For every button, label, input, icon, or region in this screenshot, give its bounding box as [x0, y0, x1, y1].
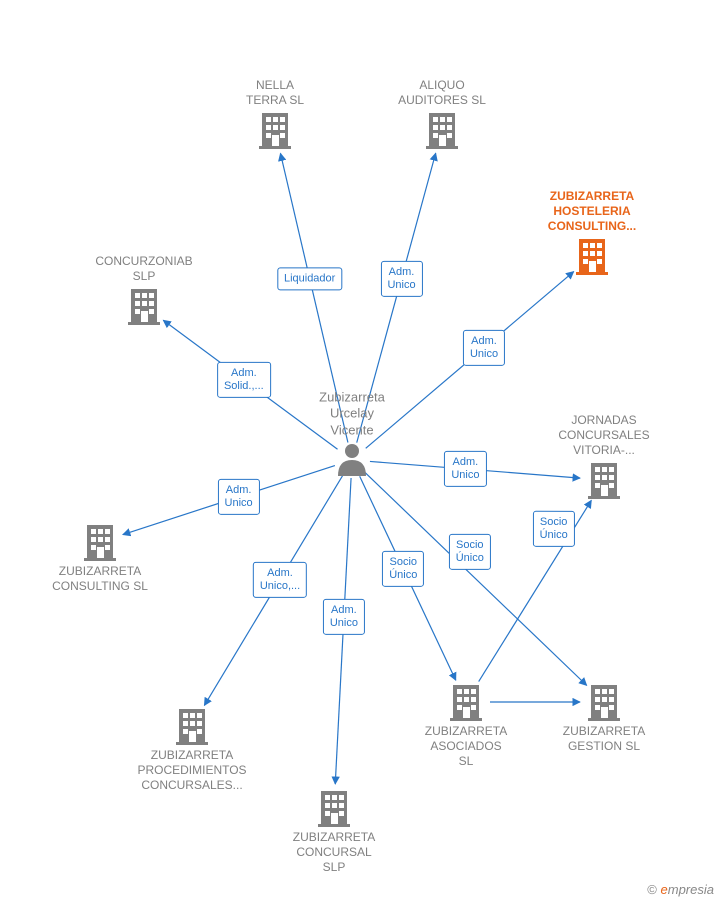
edge-label: Adm. Unico [463, 330, 505, 366]
edge-label: Adm. Unico,... [253, 562, 307, 598]
building-icon[interactable] [426, 113, 458, 149]
person-icon[interactable] [338, 444, 366, 476]
node-label[interactable]: ZUBIZARRETA CONSULTING SL [52, 564, 148, 594]
edge-label: Adm. Unico [380, 260, 422, 296]
edge-label: Socio Único [382, 551, 424, 587]
node-label[interactable]: ZUBIZARRETA CONCURSAL SLP [293, 830, 375, 875]
building-icon[interactable] [176, 709, 208, 745]
node-label[interactable]: ZUBIZARRETA HOSTELERIA CONSULTING... [548, 189, 636, 234]
node-label[interactable]: ZUBIZARRETA GESTION SL [563, 724, 645, 754]
node-label[interactable]: CONCURZONIAB SLP [95, 254, 192, 284]
node-label[interactable]: ALIQUO AUDITORES SL [398, 78, 486, 108]
building-icon[interactable] [128, 289, 160, 325]
node-label[interactable]: JORNADAS CONCURSALES VITORIA-... [558, 413, 649, 458]
node-label[interactable]: ZUBIZARRETA ASOCIADOS SL [425, 724, 507, 769]
node-label[interactable]: ZUBIZARRETA PROCEDIMIENTOS CONCURSALES..… [137, 748, 246, 793]
building-icon[interactable] [588, 685, 620, 721]
copyright-brand: empresia [661, 882, 714, 897]
edge-label: Adm. Unico [323, 598, 365, 634]
building-icon[interactable] [259, 113, 291, 149]
edge-label: Adm. Solid.,... [217, 362, 271, 398]
building-icon[interactable] [450, 685, 482, 721]
building-icon[interactable] [318, 791, 350, 827]
building-icon[interactable] [588, 463, 620, 499]
edge-label: Adm. Unico [444, 451, 486, 487]
edge-label: Liquidador [277, 267, 342, 290]
copyright-symbol: © [647, 882, 657, 897]
edge-label: Adm. Unico [218, 479, 260, 515]
building-icon[interactable] [84, 525, 116, 561]
copyright: © empresia [647, 882, 714, 897]
edge-label: Socio Único [449, 534, 491, 570]
edge-label: Socio Único [533, 511, 575, 547]
building-icon[interactable] [576, 239, 608, 275]
center-label[interactable]: Zubizarreta Urcelay Vicente [319, 389, 385, 438]
node-label[interactable]: NELLA TERRA SL [246, 78, 304, 108]
